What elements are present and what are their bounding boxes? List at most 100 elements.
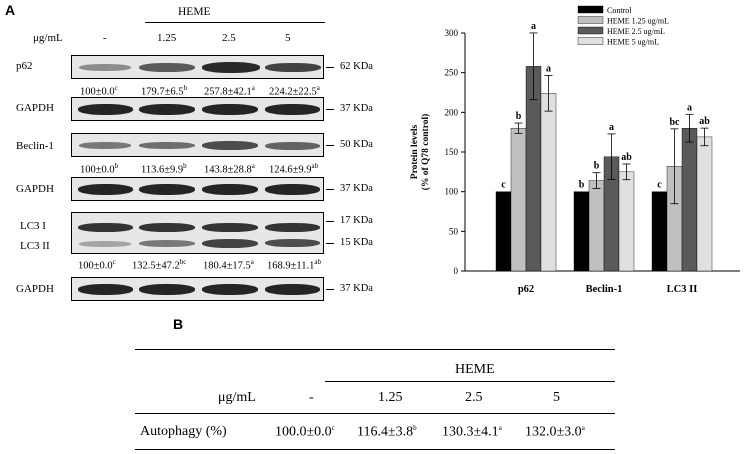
gapdh-3-kda: 37 KDa xyxy=(340,283,373,294)
lc3-ii-marker-tick xyxy=(326,243,334,244)
bar xyxy=(696,136,713,272)
lc3-i-marker-tick xyxy=(326,221,334,222)
gapdh-2-blot-image xyxy=(71,177,324,201)
lc3-ii-kda: 15 KDa xyxy=(340,237,373,248)
gapdh-3-row-label: GAPDH xyxy=(16,283,54,295)
legend-swatch xyxy=(577,37,604,45)
significance-letter: c xyxy=(657,180,662,191)
y-axis-label: (% of Q78 control) xyxy=(420,114,431,191)
legend-swatch xyxy=(577,16,604,24)
gapdh-3-blot-image xyxy=(71,277,324,301)
lc3-quant-2: 180.4±17.5a xyxy=(203,258,254,272)
bar xyxy=(681,127,698,272)
x-category-label: LC3 II xyxy=(667,284,698,295)
p62-quant-3: 224.2±22.5a xyxy=(269,84,320,98)
panel-label-a: A xyxy=(5,2,16,18)
blot-treatment-label: HEME xyxy=(178,6,211,18)
legend-entry: HEME 2.5 ug/mL xyxy=(607,27,665,36)
y-axis-label: Protein levels xyxy=(410,124,420,179)
beclin-quant-2: 143.8±28.8a xyxy=(204,162,255,176)
table-dose-2: 2.5 xyxy=(465,390,483,405)
gapdh-1-kda: 37 KDa xyxy=(340,103,373,114)
lc3-quant-0: 100±0.0c xyxy=(78,258,116,272)
significance-letter: a xyxy=(531,21,536,32)
p62-quant-1: 179.7±6.5b xyxy=(141,84,188,98)
gapdh-3-marker-tick xyxy=(326,289,334,290)
table-dose-1: 1.25 xyxy=(378,390,403,405)
table-value-0: 100.0±0.0c xyxy=(275,424,335,440)
beclin-quant-1: 113.6±9.9b xyxy=(141,162,187,176)
gapdh-1-marker-tick xyxy=(326,109,334,110)
table-value-3: 132.0±3.0a xyxy=(525,424,585,440)
p62-quant-2: 257.8±42.1a xyxy=(204,84,255,98)
lc3-quant-3: 168.9±11.1ab xyxy=(267,258,321,272)
p62-kda: 62 KDa xyxy=(340,61,373,72)
blot-dose-0: - xyxy=(103,32,107,44)
table-value-2: 130.3±4.1a xyxy=(442,424,502,440)
blot-dose-3: 5 xyxy=(285,32,291,44)
y-tick-label: 50 xyxy=(449,226,459,236)
significance-letter: b xyxy=(594,161,600,172)
bar xyxy=(618,171,635,272)
beclin-row-label: Beclin-1 xyxy=(16,140,54,152)
beclin-quant-0: 100±0.0b xyxy=(80,162,119,176)
lc3-i-kda: 17 KDa xyxy=(340,215,373,226)
panel-label-b: B xyxy=(173,316,184,332)
significance-letter: a xyxy=(609,122,614,133)
gapdh-2-kda: 37 KDa xyxy=(340,183,373,194)
significance-letter: ab xyxy=(621,152,632,163)
table-header-rule xyxy=(325,381,615,382)
blot-unit-label: μg/mL xyxy=(33,32,63,44)
table-row-label: Autophagy (%) xyxy=(140,424,227,439)
significance-letter: a xyxy=(687,102,692,113)
lc3-ii-row-label: LC3 II xyxy=(20,240,50,252)
p62-marker-tick xyxy=(326,67,334,68)
bar xyxy=(588,180,605,272)
table-value-1: 116.4±3.8b xyxy=(357,424,417,440)
significance-letter: c xyxy=(501,180,506,191)
y-tick-label: 300 xyxy=(445,28,459,38)
legend-entry: Control xyxy=(607,6,632,15)
bar xyxy=(510,127,527,272)
lc3-blot-image xyxy=(71,212,324,254)
legend-entry: HEME 5 ug/mL xyxy=(607,38,659,47)
x-category-label: p62 xyxy=(518,284,534,295)
table-top-rule xyxy=(135,349,615,350)
table-mid-rule xyxy=(135,413,615,414)
legend-swatch xyxy=(577,26,604,35)
p62-blot-image xyxy=(71,55,324,79)
lc3-quant-1: 132.5±47.2bc xyxy=(132,258,187,272)
gapdh-2-marker-tick xyxy=(326,189,334,190)
table-treatment-header: HEME xyxy=(455,362,495,377)
x-category-label: Beclin-1 xyxy=(586,284,623,295)
significance-letter: b xyxy=(516,111,522,122)
p62-row-label: p62 xyxy=(16,60,33,72)
table-dose-0: - xyxy=(309,390,314,405)
significance-letter: ab xyxy=(699,116,710,127)
gapdh-1-row-label: GAPDH xyxy=(16,102,54,114)
blot-header-rule xyxy=(145,22,325,23)
significance-letter: bc xyxy=(670,117,681,128)
bar xyxy=(573,191,590,272)
y-tick-label: 200 xyxy=(445,107,459,117)
blot-dose-1: 1.25 xyxy=(157,32,177,44)
table-unit-label: μg/mL xyxy=(218,390,256,405)
beclin-quant-3: 124.6±9.9ab xyxy=(269,162,319,176)
beclin-blot-image xyxy=(71,133,324,157)
table-bottom-rule xyxy=(135,449,615,450)
blot-dose-2: 2.5 xyxy=(222,32,236,44)
legend-swatch xyxy=(577,5,604,14)
lc3-i-row-label: LC3 I xyxy=(20,220,46,232)
y-tick-label: 100 xyxy=(445,187,459,197)
bar xyxy=(495,191,512,272)
y-tick-label: 250 xyxy=(445,68,459,78)
gapdh-1-blot-image xyxy=(71,97,324,121)
table-dose-3: 5 xyxy=(553,390,560,405)
significance-letter: a xyxy=(546,63,551,74)
protein-levels-bar-chart: 0 50 100 150 200 250 300 Protein levels (% of Q7… xyxy=(410,5,740,295)
beclin-marker-tick xyxy=(326,145,334,146)
legend-entry: HEME 1.25 ug/mL xyxy=(607,17,669,26)
bar xyxy=(651,191,668,272)
y-tick-label: 0 xyxy=(454,266,459,276)
significance-letter: b xyxy=(579,180,585,191)
